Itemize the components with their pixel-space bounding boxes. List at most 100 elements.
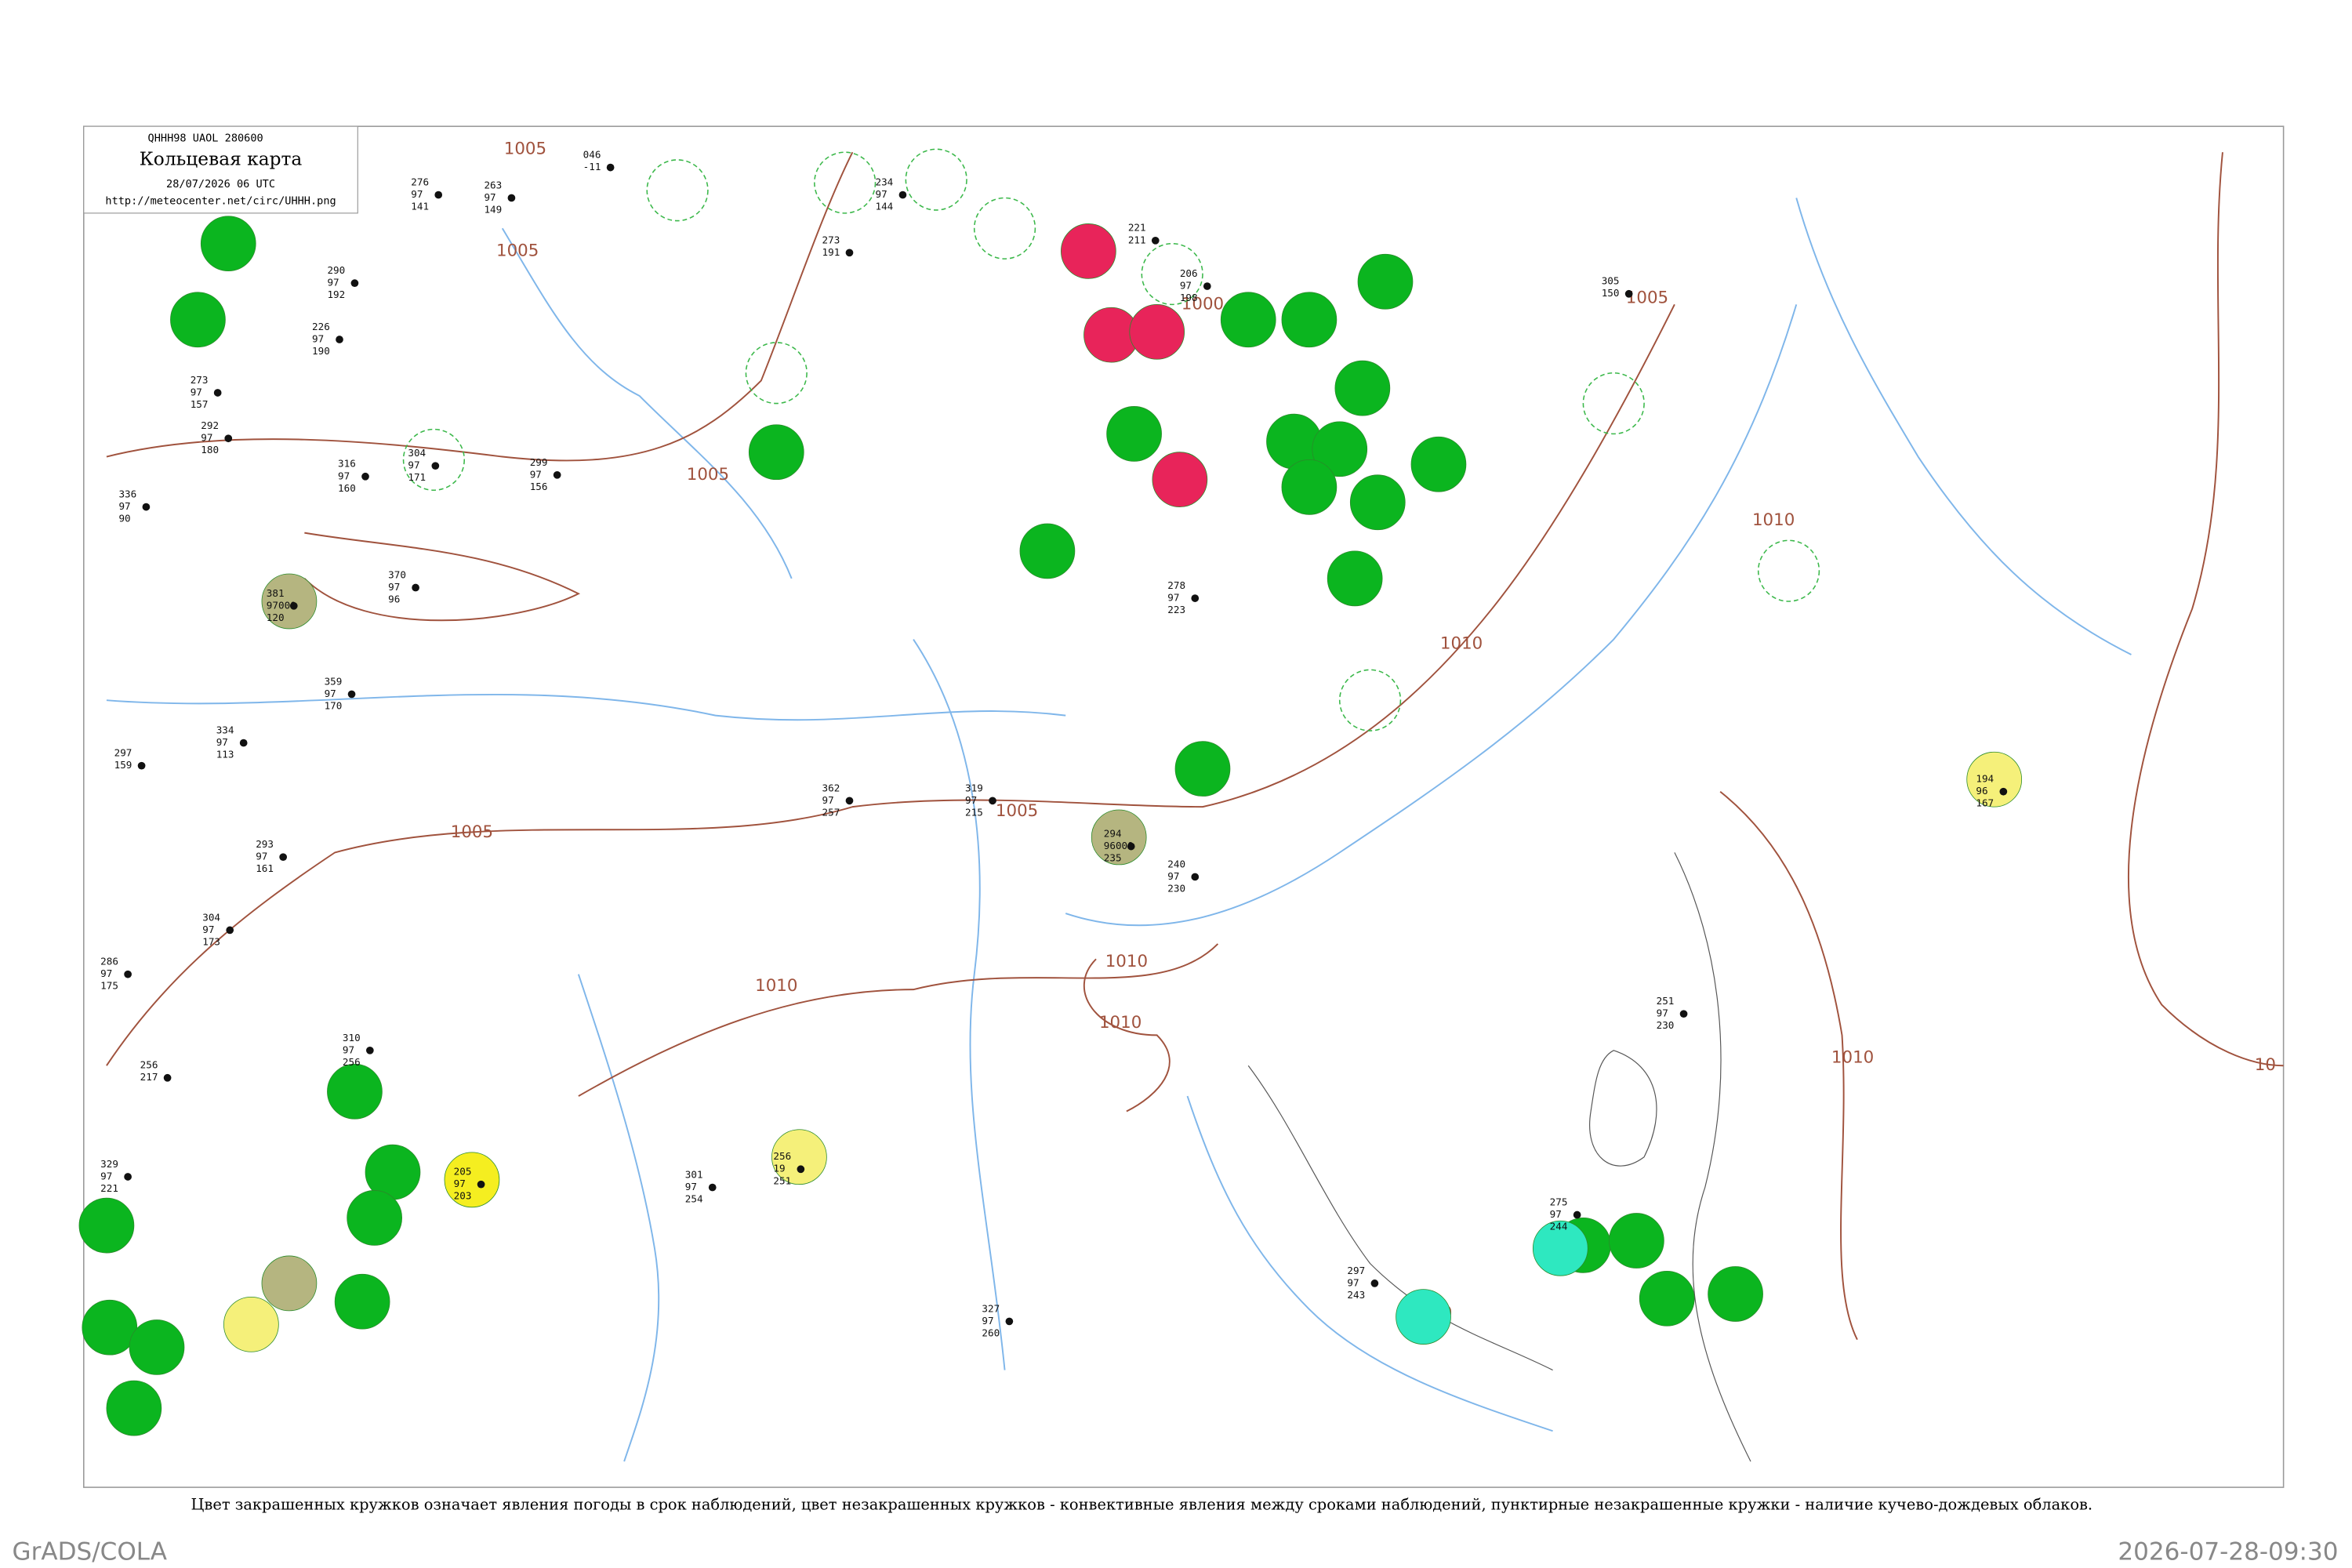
station-value: 310 (343, 1032, 361, 1044)
station-dot (279, 853, 288, 862)
weather-circle (261, 573, 318, 630)
station-value: 215 (965, 806, 983, 818)
station-value: 97 (876, 188, 887, 200)
header-title: Кольцевая карта (140, 148, 303, 169)
station-value: 273 (191, 374, 209, 386)
station-value: 97 (118, 500, 130, 512)
cb-circle (1582, 372, 1645, 435)
isobars (106, 151, 2284, 1341)
station-value: 19 (773, 1163, 785, 1174)
station-value: 275 (1550, 1196, 1568, 1207)
weather-circle (1357, 253, 1414, 310)
station-value: 161 (256, 862, 274, 874)
station-dot (1679, 1010, 1688, 1018)
weather-circle (1639, 1270, 1695, 1327)
isobar-label: 10 (2255, 1055, 2276, 1075)
header-date: 28/07/2026 06 UTC (166, 178, 275, 191)
cb-circle (1338, 669, 1402, 731)
station-dot (347, 690, 356, 699)
station-value: 97 (191, 386, 202, 397)
station-dot (336, 336, 343, 343)
station-value: 149 (484, 203, 502, 215)
isobar-label: 1010 (1440, 633, 1483, 653)
isobar-label: 1010 (1752, 510, 1795, 530)
weather-circle (1091, 809, 1147, 866)
station-value: 290 (327, 264, 345, 276)
weather-circle (170, 292, 226, 348)
station-value: 046 (583, 149, 601, 161)
station-value: 97000 (267, 599, 296, 611)
weather-circle (1349, 474, 1406, 531)
station-value: 276 (411, 176, 429, 188)
station-value: 150 (1602, 287, 1620, 299)
isobar-label: 1000 (1181, 294, 1224, 314)
weather-circle (1312, 421, 1368, 477)
weather-circle (1174, 741, 1231, 797)
station-value: 240 (1167, 858, 1185, 869)
station-value: 97 (530, 468, 542, 480)
station-dot (1573, 1210, 1581, 1219)
station-dot (1127, 842, 1135, 851)
station-dot (845, 249, 854, 257)
station-value: 362 (822, 782, 840, 793)
station-value: 260 (982, 1327, 1000, 1338)
isobar-label: 1005 (451, 822, 493, 842)
station-value: 97 (100, 1170, 112, 1181)
station-value: 97 (388, 581, 400, 593)
station-dot (1005, 1317, 1014, 1326)
station-value: 305 (1602, 275, 1620, 287)
station-value: 286 (100, 956, 118, 967)
station-value: 180 (201, 444, 219, 456)
weather-circle (1966, 751, 2023, 808)
weather-circle (1152, 452, 1208, 507)
station-value: 96000 (1104, 840, 1134, 851)
weather-circle (1061, 223, 1116, 279)
weather-circle (1220, 292, 1276, 348)
station-value: 301 (685, 1169, 703, 1181)
station-value: 254 (685, 1193, 703, 1205)
station-value: 217 (140, 1071, 158, 1083)
station-dot (708, 1183, 717, 1192)
cb-circle (402, 428, 466, 492)
station-dot (606, 163, 615, 172)
station-value: 370 (388, 568, 406, 580)
weather-circle (78, 1197, 135, 1254)
station-value: 113 (216, 749, 234, 760)
station-value: 221 (1128, 222, 1146, 234)
station-value: 160 (338, 482, 356, 494)
weather-circle (1532, 1220, 1588, 1276)
station-value: 336 (118, 488, 136, 500)
weather-circle (1327, 550, 1383, 607)
station-value: 243 (1347, 1289, 1365, 1301)
weather-circle (347, 1190, 403, 1246)
station-value: 198 (1180, 292, 1198, 303)
station-value: 235 (1104, 852, 1122, 864)
caption: Цвет закрашенных кружков означает явлени… (191, 1495, 2093, 1513)
station-value: 171 (408, 471, 426, 483)
station-value: 141 (411, 201, 429, 212)
station-dot (507, 194, 516, 202)
station-dot (434, 191, 443, 199)
station-value: 234 (876, 176, 894, 188)
weather-circle (444, 1152, 500, 1208)
station-dot (226, 926, 234, 935)
footer-right: 2026-07-28-09:30 (2118, 1538, 2338, 1566)
isobar-label: 1010 (755, 976, 797, 996)
station-value: 263 (484, 179, 502, 191)
station-value: 206 (1180, 267, 1198, 279)
isobar-label: 1005 (687, 465, 729, 485)
station-dot (361, 472, 369, 481)
station-value: 97 (411, 188, 423, 200)
station-value: 97 (685, 1181, 697, 1192)
isobar-label: 1010 (1831, 1048, 1874, 1068)
station-value: 256 (140, 1059, 158, 1071)
weather-circle (748, 424, 804, 481)
station-value: 359 (325, 675, 343, 687)
station-value: 97 (343, 1044, 354, 1055)
station-value: 251 (1657, 995, 1675, 1007)
station-value: 278 (1167, 579, 1185, 591)
station-value: 97 (484, 191, 495, 203)
isobar-label: 1005 (504, 139, 546, 158)
station-dot (163, 1073, 172, 1082)
